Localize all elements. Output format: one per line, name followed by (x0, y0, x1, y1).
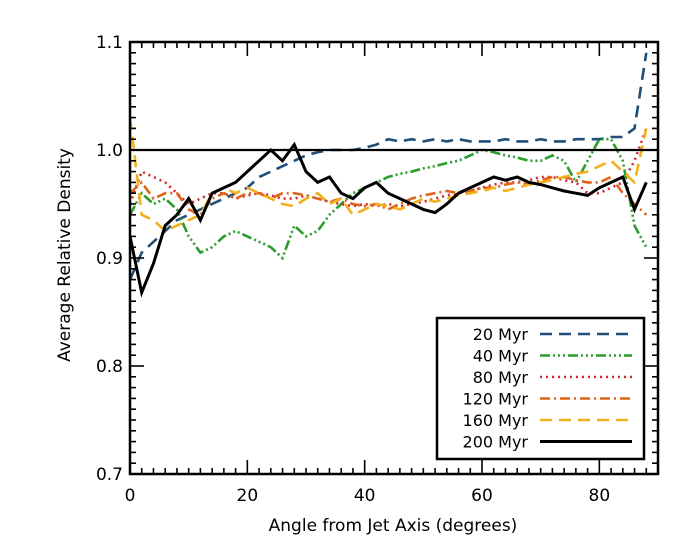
y-tick-label: 0.9 (96, 249, 123, 269)
tick-labels: 0 20 40 60 80 0.7 0.8 0.9 1.0 1.1 (96, 33, 610, 506)
x-tick-label: 80 (589, 486, 611, 506)
series-line-2 (130, 137, 648, 261)
y-tick-label: 1.1 (96, 33, 123, 53)
x-tick-label: 60 (471, 486, 493, 506)
series-line-6 (130, 141, 648, 298)
x-axis-label: Angle from Jet Axis (degrees) (269, 516, 518, 536)
legend-label: 160 Myr (463, 411, 529, 430)
legend-label: 200 Myr (463, 433, 529, 452)
x-tick-label: 40 (354, 486, 376, 506)
legend-label: 80 Myr (473, 368, 529, 387)
y-tick-label: 0.7 (96, 465, 123, 485)
y-tick-label: 1.0 (96, 141, 123, 161)
y-axis-label: Average Relative Density (55, 148, 75, 362)
series-line-1 (130, 52, 648, 281)
legend-label: 40 Myr (473, 347, 529, 366)
series-line-4 (130, 175, 648, 217)
x-tick-label: 0 (125, 486, 136, 506)
y-tick-label: 0.8 (96, 357, 123, 377)
legend-label: 20 Myr (473, 325, 529, 344)
legend-box (435, 316, 646, 461)
x-tick-label: 20 (237, 486, 259, 506)
plot-lines (130, 52, 648, 298)
series-line-5 (130, 117, 648, 233)
legend: 20 Myr 40 Myr 80 Myr 120 Myr 160 Myr 200 Myr (435, 316, 646, 461)
axis-ticks (129, 41, 659, 475)
legend-label: 120 Myr (463, 390, 529, 409)
